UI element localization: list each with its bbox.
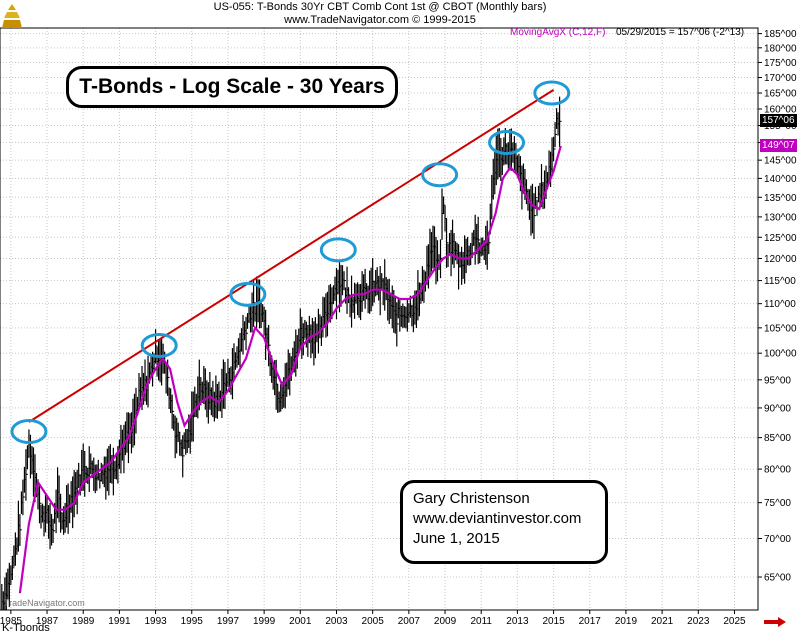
x-tick-label: 2023 bbox=[687, 616, 710, 627]
moving-average-layer bbox=[18, 145, 562, 594]
x-tick-label: 1997 bbox=[217, 616, 240, 627]
x-tick-label: 1985 bbox=[0, 616, 22, 627]
chart-header-copyright: www.TradeNavigator.com © 1999-2015 bbox=[284, 14, 476, 26]
resistance-trendline bbox=[28, 89, 555, 423]
y-tick-label: 120^00 bbox=[764, 254, 797, 265]
y-tick-label: 140^00 bbox=[764, 174, 797, 185]
moving-average-price-tag: 149^07 bbox=[760, 139, 797, 152]
peak-circle bbox=[533, 80, 571, 106]
red-arrow-icon[interactable] bbox=[764, 614, 786, 627]
x-axis: 1985 1987 1989 1991 1993 1995 1997 1999 2001 2003… bbox=[0, 610, 746, 627]
peak-circle bbox=[319, 237, 357, 263]
x-tick-label: 2013 bbox=[506, 616, 529, 627]
gold-pyramid-icon bbox=[2, 2, 22, 37]
y-tick-label: 145^00 bbox=[764, 156, 797, 167]
y-tick-label: 80^00 bbox=[764, 465, 791, 476]
last-price-tag: 157^06 bbox=[760, 114, 797, 127]
x-tick-label: 2011 bbox=[470, 616, 492, 627]
y-tick-label: 160^00 bbox=[764, 105, 797, 116]
peak-circle bbox=[10, 419, 48, 445]
moving-average-line bbox=[18, 145, 562, 594]
author-site: www.deviantinvestor.com bbox=[413, 510, 582, 527]
chart-grid bbox=[0, 28, 758, 610]
author-box: Gary Christenson www.deviantinvestor.com… bbox=[400, 480, 608, 564]
y-tick-label: 135^00 bbox=[764, 193, 797, 204]
peak-circle bbox=[488, 130, 526, 156]
x-tick-label: 2017 bbox=[579, 616, 602, 627]
indicator-value: 05/29/2015 = 157^06 (-2^13) bbox=[616, 27, 745, 38]
x-tick-label: 1993 bbox=[144, 616, 167, 627]
peak-circle bbox=[421, 162, 459, 188]
x-tick-label: 2001 bbox=[289, 616, 312, 627]
y-tick-label: 115^00 bbox=[764, 276, 796, 287]
x-tick-label: 1999 bbox=[253, 616, 276, 627]
y-tick-label: 125^00 bbox=[764, 233, 797, 244]
y-tick-label: 75^00 bbox=[764, 498, 791, 509]
indicator-label: MovingAvgX (C,12,F) bbox=[510, 27, 606, 38]
y-tick-label: 70^00 bbox=[764, 534, 791, 545]
y-tick-label: 180^00 bbox=[764, 43, 797, 54]
author-date: June 1, 2015 bbox=[413, 530, 500, 547]
y-tick-label: 65^00 bbox=[764, 573, 791, 584]
x-tick-label: 2019 bbox=[615, 616, 638, 627]
y-tick-label: 85^00 bbox=[764, 433, 791, 444]
x-tick-label: 2005 bbox=[362, 616, 385, 627]
x-tick-label: 2025 bbox=[723, 616, 746, 627]
y-tick-label: 130^00 bbox=[764, 212, 797, 223]
peak-circles-layer bbox=[10, 80, 571, 445]
y-tick-label: 165^00 bbox=[764, 89, 797, 100]
watermark: TradeNavigator.com bbox=[4, 598, 85, 608]
y-tick-label: 105^00 bbox=[764, 323, 797, 334]
x-tick-label: 2009 bbox=[434, 616, 457, 627]
x-tick-label: 1987 bbox=[36, 616, 59, 627]
x-tick-label: 1991 bbox=[108, 616, 131, 627]
x-tick-label: 2003 bbox=[325, 616, 348, 627]
y-tick-label: 95^00 bbox=[764, 375, 791, 386]
x-tick-label: 2021 bbox=[651, 616, 674, 627]
x-tick-label: 2007 bbox=[398, 616, 421, 627]
y-tick-label: 100^00 bbox=[764, 349, 797, 360]
y-tick-label: 170^00 bbox=[764, 73, 797, 84]
chart-title-box: T-Bonds - Log Scale - 30 Years bbox=[66, 66, 398, 108]
trendline-layer bbox=[28, 89, 555, 423]
x-tick-label: 2015 bbox=[542, 616, 565, 627]
y-tick-label: 185^00 bbox=[764, 29, 797, 40]
x-tick-label: 1989 bbox=[72, 616, 95, 627]
plot-frame bbox=[0, 27, 759, 611]
y-tick-label: 90^00 bbox=[764, 403, 791, 414]
y-axis: 65^00 70^00 75^00 80^00 85^00 90^00 95^00 100^0… bbox=[758, 29, 797, 584]
author-name: Gary Christenson bbox=[413, 490, 530, 507]
peak-circle bbox=[140, 332, 178, 358]
x-tick-label: 1995 bbox=[181, 616, 204, 627]
chart-header-symbol: US-055: T-Bonds 30Yr CBT Comb Cont 1st @… bbox=[213, 1, 547, 13]
y-tick-label: 175^00 bbox=[764, 58, 797, 69]
y-tick-label: 110^00 bbox=[764, 299, 796, 310]
footer-label: K-Tbonds bbox=[2, 622, 50, 634]
peak-circle bbox=[229, 281, 267, 307]
